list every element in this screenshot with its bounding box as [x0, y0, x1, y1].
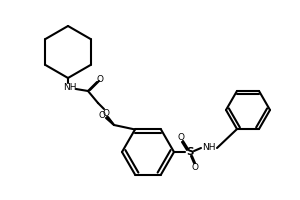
Text: O: O: [178, 134, 184, 142]
Text: NH: NH: [202, 144, 216, 152]
Text: S: S: [186, 147, 194, 157]
Text: O: O: [98, 110, 106, 119]
Text: O: O: [191, 164, 199, 172]
Text: NH: NH: [63, 82, 77, 92]
Text: O: O: [103, 108, 110, 117]
Text: O: O: [97, 74, 104, 84]
